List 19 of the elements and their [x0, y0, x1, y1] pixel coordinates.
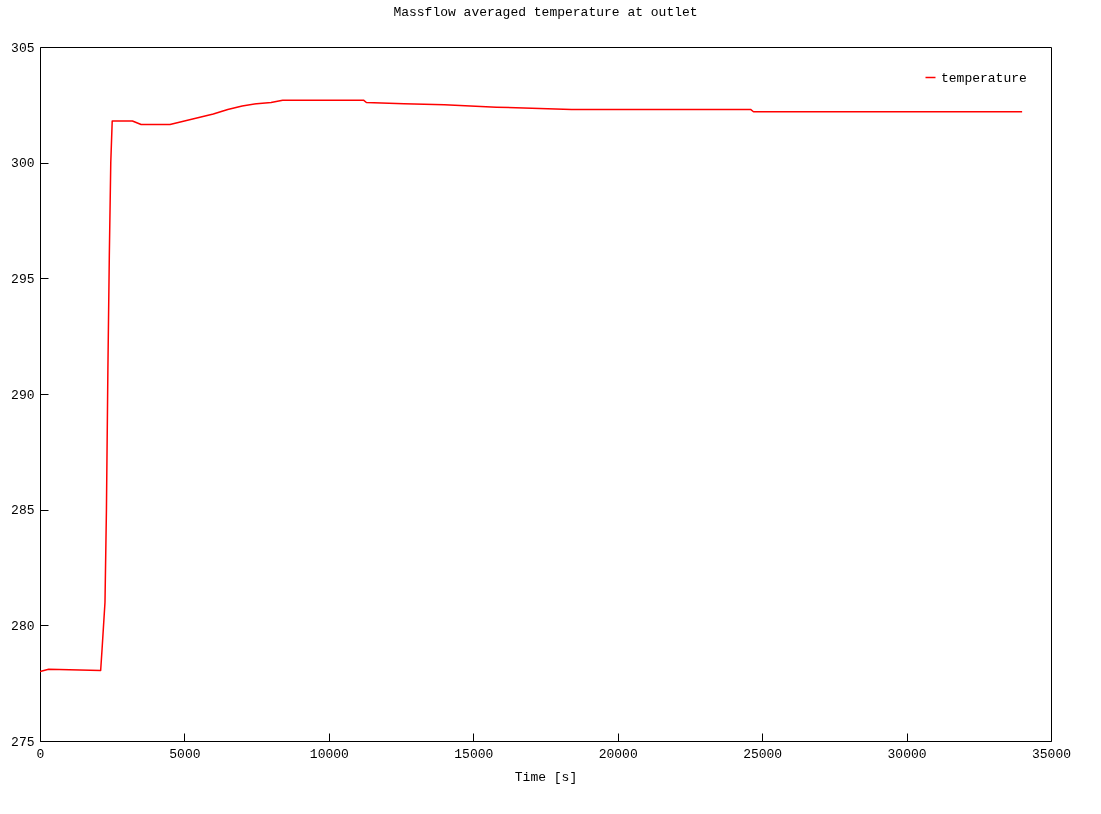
line-series	[40, 99, 1023, 673]
x-tick-label: 30000	[887, 746, 927, 762]
y-tick-label: 275	[11, 734, 35, 750]
x-tick-label: 0	[36, 746, 45, 762]
x-axis-title: Time [s]	[514, 769, 578, 785]
y-tick-label: 305	[11, 40, 35, 56]
y-tick-label: 280	[11, 618, 35, 634]
x-tick-label: 20000	[598, 746, 638, 762]
chart-title: Massflow averaged temperature at outlet	[393, 5, 698, 20]
x-tick-label: 10000	[309, 746, 349, 762]
x-tick-label: 25000	[743, 746, 783, 762]
x-tick-label: 5000	[169, 746, 201, 762]
legend-label: temperature	[941, 70, 1027, 86]
y-tick-label: 300	[11, 156, 35, 172]
y-tick-label: 290	[11, 387, 35, 403]
y-tick-label: 295	[11, 271, 35, 287]
x-tick-label: 35000	[1031, 746, 1072, 762]
x-tick-label: 15000	[454, 746, 494, 762]
y-tick-label: 285	[11, 503, 35, 519]
